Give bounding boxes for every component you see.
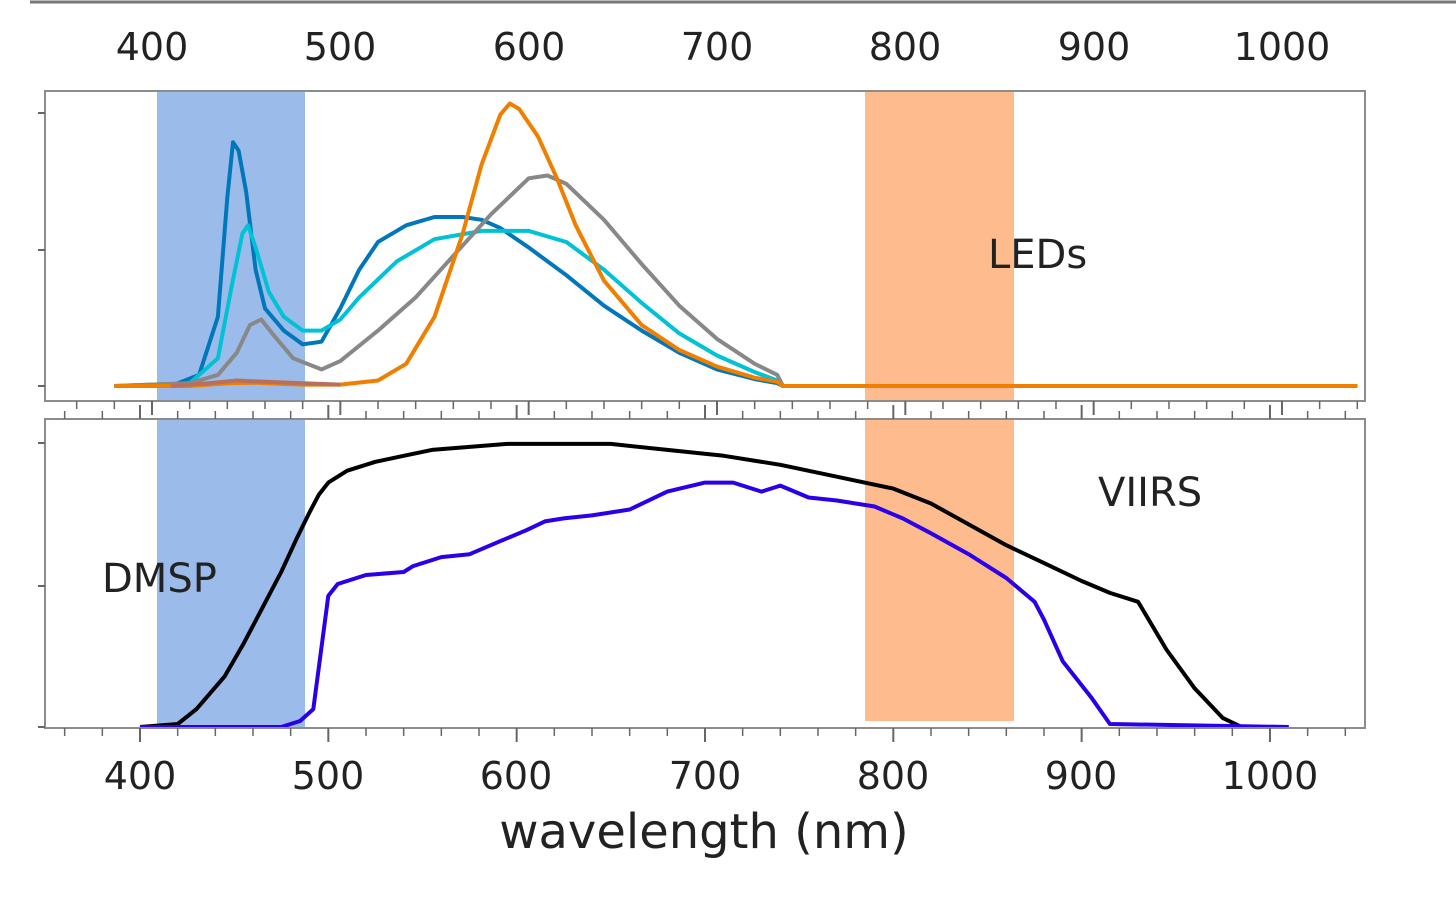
leds-label: LEDs: [988, 232, 1087, 278]
top-tick-label: 900: [1058, 25, 1131, 69]
top-tick-label: 700: [681, 25, 754, 69]
series-line: [139, 441, 1243, 729]
top-tick-label: 800: [869, 25, 942, 69]
bottom-tick-label: 600: [480, 754, 553, 798]
series-line: [114, 140, 1358, 388]
bottom-tick-label: 700: [669, 754, 742, 798]
bottom-tick-label: 900: [1045, 754, 1118, 798]
top-tick-label: 400: [116, 25, 189, 69]
series-line: [114, 223, 1358, 388]
top-tick-label: 500: [304, 25, 377, 69]
blue-band-top: [157, 91, 305, 401]
top-tick-label: 1000: [1234, 25, 1331, 69]
orange-band-top: [865, 91, 1014, 401]
axis-ticks: [38, 112, 1359, 742]
dmsp-label: DMSP: [102, 556, 217, 602]
orange-band-bottom: [865, 419, 1014, 721]
leds-series-group: [114, 101, 1358, 388]
x-axis-label: wavelength (nm): [499, 804, 909, 860]
bottom-axis-tick-labels: 400 500 600 700 800 900 1000: [104, 754, 1319, 798]
bottom-tick-label: 500: [292, 754, 365, 798]
bottom-tick-label: 800: [857, 754, 930, 798]
top-tick-label: 600: [493, 25, 566, 69]
bottom-tick-label: 400: [104, 754, 177, 798]
top-panel-frame: [44, 90, 1366, 402]
series-line: [170, 378, 341, 388]
viirs-label: VIIRS: [1098, 470, 1202, 516]
sensor-series-group: [139, 441, 1289, 729]
top-axis-tick-labels: 400 500 600 700 800 900 1000: [116, 25, 1331, 69]
sensors-panel: DMSP VIIRS: [44, 418, 1366, 729]
leds-panel: LEDs: [44, 90, 1366, 402]
bottom-tick-label: 1000: [1222, 754, 1319, 798]
series-line: [140, 480, 1289, 729]
